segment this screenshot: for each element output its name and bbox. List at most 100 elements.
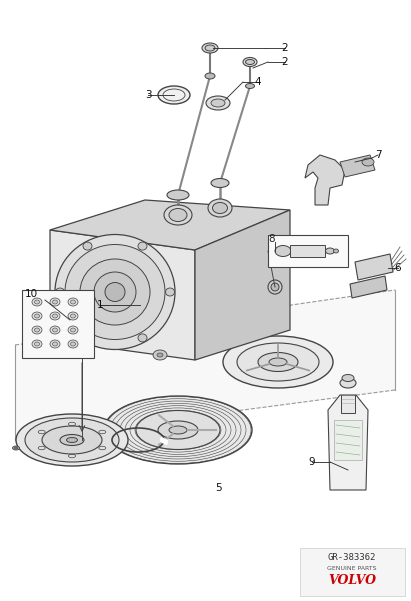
Text: GENUINE PARTS: GENUINE PARTS [327, 566, 377, 570]
Ellipse shape [71, 342, 76, 346]
Ellipse shape [50, 298, 60, 306]
Ellipse shape [60, 435, 84, 445]
Bar [268, 235, 348, 267]
Ellipse shape [32, 298, 42, 306]
Ellipse shape [208, 199, 232, 217]
Ellipse shape [245, 84, 254, 88]
Ellipse shape [105, 282, 125, 302]
Polygon shape [305, 155, 345, 205]
Ellipse shape [35, 328, 39, 332]
Text: 5: 5 [215, 483, 221, 493]
Ellipse shape [73, 340, 87, 350]
Ellipse shape [71, 300, 76, 304]
Ellipse shape [35, 293, 45, 302]
Text: 8: 8 [268, 234, 275, 244]
Ellipse shape [258, 353, 298, 371]
Polygon shape [50, 200, 290, 250]
Ellipse shape [35, 300, 39, 304]
Text: 1: 1 [97, 300, 103, 310]
Text: 3: 3 [145, 90, 151, 100]
Ellipse shape [237, 343, 319, 381]
Ellipse shape [80, 259, 150, 325]
Ellipse shape [71, 328, 76, 332]
Bar [341, 395, 355, 413]
Bar [300, 548, 405, 596]
Text: 10: 10 [25, 289, 38, 299]
Ellipse shape [25, 418, 119, 462]
Ellipse shape [50, 340, 60, 348]
Ellipse shape [32, 312, 42, 320]
Text: VOLVO: VOLVO [328, 573, 376, 587]
Text: 7: 7 [375, 150, 381, 160]
Text: 9: 9 [309, 457, 315, 467]
Ellipse shape [12, 446, 19, 450]
Ellipse shape [65, 245, 165, 340]
Text: GR-383362: GR-383362 [328, 554, 376, 563]
Ellipse shape [14, 447, 18, 449]
Polygon shape [355, 254, 393, 280]
Ellipse shape [35, 314, 39, 318]
Ellipse shape [71, 314, 76, 318]
Ellipse shape [326, 248, 335, 254]
Ellipse shape [269, 358, 287, 366]
Polygon shape [50, 230, 195, 360]
Ellipse shape [104, 396, 252, 464]
Text: 4: 4 [255, 77, 261, 87]
Ellipse shape [167, 190, 189, 200]
Ellipse shape [212, 203, 228, 213]
Ellipse shape [53, 314, 58, 318]
Ellipse shape [50, 312, 60, 320]
Ellipse shape [50, 326, 60, 334]
Ellipse shape [275, 245, 291, 257]
Text: 6: 6 [395, 263, 401, 273]
Ellipse shape [157, 353, 163, 357]
Ellipse shape [169, 209, 187, 222]
Ellipse shape [202, 43, 218, 53]
Ellipse shape [94, 272, 136, 312]
Ellipse shape [138, 242, 147, 250]
Ellipse shape [268, 280, 282, 294]
Ellipse shape [243, 58, 257, 67]
Bar [334, 420, 362, 460]
Bar [290, 245, 325, 257]
Ellipse shape [271, 283, 279, 291]
Ellipse shape [16, 414, 128, 466]
Ellipse shape [342, 374, 354, 382]
Ellipse shape [169, 426, 187, 434]
Ellipse shape [53, 328, 58, 332]
Ellipse shape [138, 334, 147, 342]
Ellipse shape [340, 378, 356, 388]
Ellipse shape [77, 343, 83, 347]
Ellipse shape [164, 205, 192, 225]
Polygon shape [340, 155, 375, 177]
Ellipse shape [42, 426, 102, 454]
Ellipse shape [32, 326, 42, 334]
Ellipse shape [83, 242, 92, 250]
Ellipse shape [83, 334, 92, 342]
Ellipse shape [68, 340, 78, 348]
Ellipse shape [53, 300, 58, 304]
Polygon shape [350, 276, 387, 298]
Ellipse shape [333, 249, 339, 253]
Ellipse shape [166, 288, 175, 296]
Ellipse shape [53, 342, 58, 346]
Ellipse shape [223, 336, 333, 388]
Ellipse shape [35, 342, 39, 346]
Ellipse shape [67, 438, 78, 442]
Polygon shape [15, 290, 395, 440]
Ellipse shape [55, 288, 65, 296]
Ellipse shape [211, 178, 229, 188]
Ellipse shape [206, 96, 230, 110]
Ellipse shape [68, 298, 78, 306]
Ellipse shape [211, 99, 225, 107]
Ellipse shape [158, 421, 198, 439]
Ellipse shape [245, 59, 254, 64]
Ellipse shape [68, 326, 78, 334]
Ellipse shape [136, 410, 220, 450]
Bar [22, 290, 94, 358]
Ellipse shape [55, 234, 175, 350]
Polygon shape [328, 395, 368, 490]
Polygon shape [195, 210, 290, 360]
Ellipse shape [158, 86, 190, 104]
Ellipse shape [153, 350, 167, 360]
